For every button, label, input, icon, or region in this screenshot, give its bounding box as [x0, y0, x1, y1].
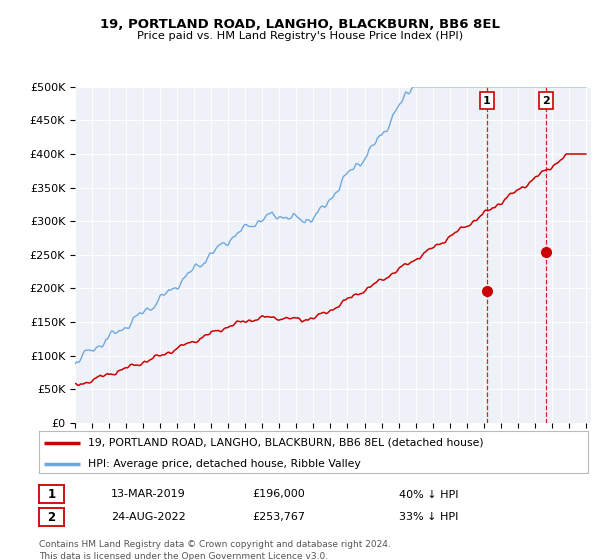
Text: 19, PORTLAND ROAD, LANGHO, BLACKBURN, BB6 8EL (detached house): 19, PORTLAND ROAD, LANGHO, BLACKBURN, BB…: [88, 438, 484, 448]
Text: £253,767: £253,767: [252, 512, 305, 522]
Text: Price paid vs. HM Land Registry's House Price Index (HPI): Price paid vs. HM Land Registry's House …: [137, 31, 463, 41]
Text: HPI: Average price, detached house, Ribble Valley: HPI: Average price, detached house, Ribb…: [88, 459, 361, 469]
Text: 24-AUG-2022: 24-AUG-2022: [111, 512, 186, 522]
Text: 13-MAR-2019: 13-MAR-2019: [111, 489, 186, 500]
Text: 2: 2: [542, 96, 550, 105]
Text: 19, PORTLAND ROAD, LANGHO, BLACKBURN, BB6 8EL: 19, PORTLAND ROAD, LANGHO, BLACKBURN, BB…: [100, 18, 500, 31]
Text: 1: 1: [483, 96, 491, 105]
Text: 1: 1: [47, 488, 56, 501]
Text: £196,000: £196,000: [252, 489, 305, 500]
Text: 33% ↓ HPI: 33% ↓ HPI: [399, 512, 458, 522]
Text: 2: 2: [47, 511, 56, 524]
Text: 40% ↓ HPI: 40% ↓ HPI: [399, 489, 458, 500]
Text: Contains HM Land Registry data © Crown copyright and database right 2024.
This d: Contains HM Land Registry data © Crown c…: [39, 540, 391, 560]
